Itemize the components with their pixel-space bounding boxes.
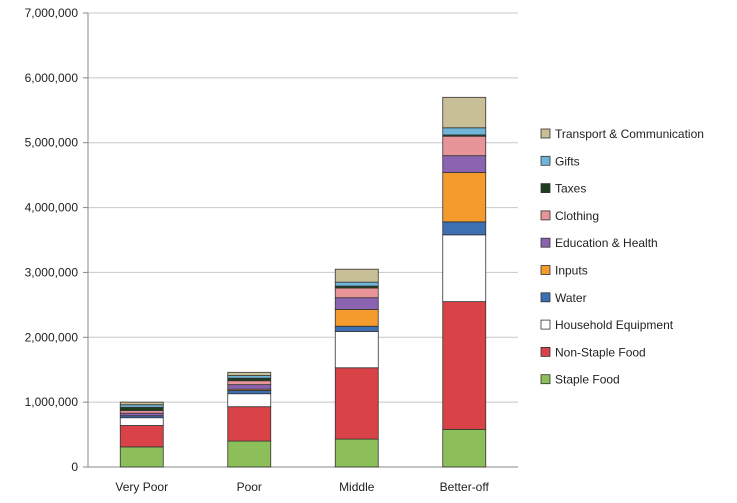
bar-segment-clothing <box>227 380 272 386</box>
legend-swatch <box>540 155 551 166</box>
bar-segment-household-equipment <box>227 393 272 408</box>
bar-segment-household-equipment <box>442 234 487 303</box>
legend-swatch <box>540 183 551 194</box>
x-tick-label: Very Poor <box>115 480 168 494</box>
y-tick-label: 2,000,000 <box>25 330 79 344</box>
legend-swatch <box>540 374 551 385</box>
legend-swatch <box>540 319 551 330</box>
legend-label: Education & Health <box>555 236 658 250</box>
x-tick-label: Poor <box>237 480 262 494</box>
bar-segment-transport-communication <box>442 96 487 129</box>
axis-labels: 0 1,000,000 2,000,000 3,000,000 4,000,000 5,0… <box>25 6 490 494</box>
y-tick-label: 7,000,000 <box>25 6 79 20</box>
gridlines <box>88 12 518 403</box>
bars <box>119 96 487 468</box>
bar-segment-clothing <box>442 135 487 157</box>
bar-segment-transport-communication <box>119 401 164 406</box>
bar-segment-water <box>334 325 379 332</box>
bar-segment-gifts <box>442 127 487 136</box>
x-tick-label: Better-off <box>440 480 490 494</box>
bar-segment-water <box>227 390 272 395</box>
bar-segment-household-equipment <box>119 417 164 426</box>
bar-segment-inputs <box>334 308 379 327</box>
bar-segment-non-staple-food <box>119 425 164 448</box>
legend-label: Transport & Communication <box>555 127 704 141</box>
bar-segment-staple-food <box>227 440 272 468</box>
legend-swatch <box>540 128 551 139</box>
legend-label: Clothing <box>555 209 599 223</box>
bar-segment-non-staple-food <box>442 301 487 430</box>
y-tick-label: 5,000,000 <box>25 136 79 150</box>
y-tick-label: 4,000,000 <box>25 201 79 215</box>
legend-swatch <box>540 292 551 303</box>
bar-segment-inputs <box>442 172 487 223</box>
bar-segment-transport-communication <box>334 268 379 283</box>
x-tick-label: Middle <box>339 480 375 494</box>
legend-swatch <box>540 210 551 221</box>
bar-segment-gifts <box>334 281 379 287</box>
bar-segment-transport-communication <box>227 371 272 376</box>
bar-segment-water <box>442 221 487 236</box>
bar-segment-non-staple-food <box>334 367 379 440</box>
bar-segment-education-health <box>334 297 379 310</box>
legend-label: Staple Food <box>555 373 620 387</box>
bar-segment-non-staple-food <box>227 406 272 442</box>
legend-label: Taxes <box>555 182 586 196</box>
legend-label: Gifts <box>555 154 580 168</box>
legend-swatch <box>540 346 551 357</box>
y-tick-label: 3,000,000 <box>25 265 79 279</box>
bar-segment-staple-food <box>119 446 164 468</box>
legend-label: Household Equipment <box>555 318 674 332</box>
y-tick-label: 6,000,000 <box>25 71 79 85</box>
bar-segment-clothing <box>334 287 379 299</box>
legend-swatch <box>540 265 551 275</box>
y-tick-label: 0 <box>71 460 78 474</box>
bar-segment-household-equipment <box>334 331 379 369</box>
bar-segment-staple-food <box>334 438 379 468</box>
legend-swatch <box>540 237 551 248</box>
bar-segment-taxes <box>119 406 164 411</box>
legend-label: Water <box>555 291 587 305</box>
bar-segment-education-health <box>227 384 272 390</box>
legend-label: Inputs <box>555 264 588 278</box>
bar-segment-staple-food <box>442 428 487 468</box>
bar-segment-education-health <box>442 155 487 173</box>
legend: Transport & Communication Gifts Taxes Cloth… <box>540 127 704 387</box>
y-tick-label: 1,000,000 <box>25 395 79 409</box>
legend-label: Non-Staple Food <box>555 345 646 359</box>
